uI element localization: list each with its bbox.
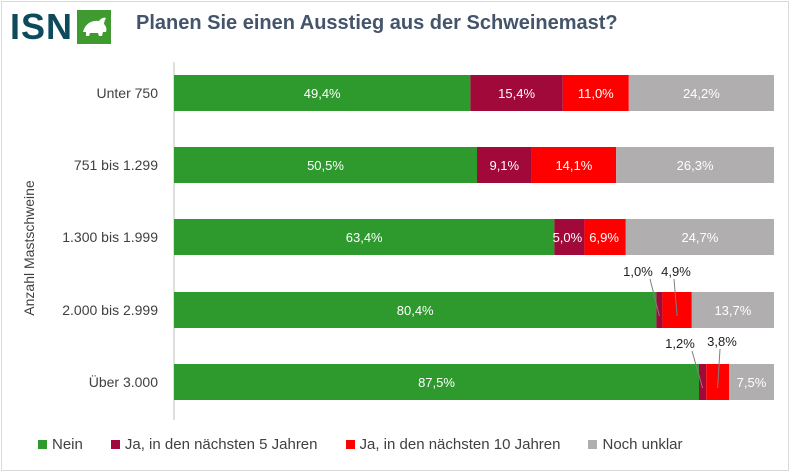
data-label: 24,7%: [681, 230, 718, 245]
leader-line: [717, 348, 721, 389]
data-label: 49,4%: [304, 86, 341, 101]
bar-segment: [174, 147, 477, 183]
bar-segment: [554, 219, 585, 255]
bar-segment: [174, 75, 471, 111]
logo-text: ISN: [10, 6, 74, 47]
legend-label: Nein: [52, 436, 83, 453]
bar-segment: [616, 147, 774, 183]
data-label: 5,0%: [553, 230, 583, 245]
data-label: 7,5%: [737, 375, 767, 390]
legend-label: Noch unklar: [602, 436, 683, 453]
bar-segment: [174, 292, 657, 328]
legend-item: Noch unklar: [588, 436, 683, 453]
data-label: 87,5%: [418, 375, 455, 390]
legend-swatch: [588, 440, 598, 449]
bar-segment: [477, 147, 532, 183]
bar-segment: [174, 219, 555, 255]
data-label: 14,1%: [555, 158, 592, 173]
data-label: 1,0%: [623, 264, 653, 279]
data-label: 3,8%: [707, 334, 737, 349]
category-label: 2.000 bis 2.999: [62, 302, 158, 318]
data-label: 50,5%: [307, 158, 344, 173]
bar-segment: [562, 75, 629, 111]
legend-item: Nein: [38, 436, 83, 453]
legend-item: Ja, in den nächsten 5 Jahren: [110, 436, 318, 453]
data-label: 80,4%: [397, 303, 434, 318]
leader-line: [673, 278, 678, 317]
pig-logo-icon: [77, 10, 112, 44]
bar-segment: [662, 292, 692, 328]
bar-segment: [656, 292, 663, 328]
chart-legend: Nein Ja, in den nächsten 5 Jahren Ja, in d…: [38, 436, 683, 453]
bar-segment: [729, 364, 774, 400]
chart-title: Planen Sie einen Ausstieg aus der Schwei…: [136, 12, 618, 34]
legend-label: Ja, in den nächsten 10 Jahren: [359, 436, 561, 453]
legend-swatch: [110, 440, 120, 449]
legend-item: Ja, in den nächsten 10 Jahren: [345, 436, 561, 453]
data-label: 15,4%: [498, 86, 535, 101]
bar-segment: [699, 364, 707, 400]
y-axis-title: Anzahl Mastschweine: [21, 180, 37, 316]
bar-segment: [625, 219, 774, 255]
category-label: 751 bis 1.299: [74, 157, 158, 173]
data-label: 11,0%: [578, 86, 614, 101]
data-label: 1,2%: [665, 336, 695, 351]
bar-segment: [470, 75, 563, 111]
data-label: 63,4%: [346, 230, 383, 245]
category-label: Über 3.000: [89, 373, 158, 390]
data-label: 13,7%: [714, 303, 751, 318]
legend-label: Ja, in den nächsten 5 Jahren: [124, 436, 318, 453]
bar-segment: [628, 75, 774, 111]
legend-swatch: [38, 440, 47, 449]
bar-segment: [174, 364, 699, 400]
category-label: 1.300 bis 1.999: [62, 229, 158, 245]
data-label: 26,3%: [677, 158, 714, 173]
category-label: Unter 750: [97, 85, 159, 101]
data-label: 4,9%: [661, 264, 691, 279]
bar-segment: [584, 219, 626, 255]
isn-logo: ISN: [10, 6, 112, 47]
data-label: 24,2%: [683, 86, 720, 101]
bar-segment: [531, 147, 617, 183]
bar-segment: [691, 292, 774, 328]
leader-line: [691, 350, 704, 389]
data-label: 6,9%: [589, 230, 619, 245]
data-label: 9,1%: [489, 158, 519, 173]
legend-swatch: [345, 440, 355, 449]
leader-line: [649, 278, 660, 317]
